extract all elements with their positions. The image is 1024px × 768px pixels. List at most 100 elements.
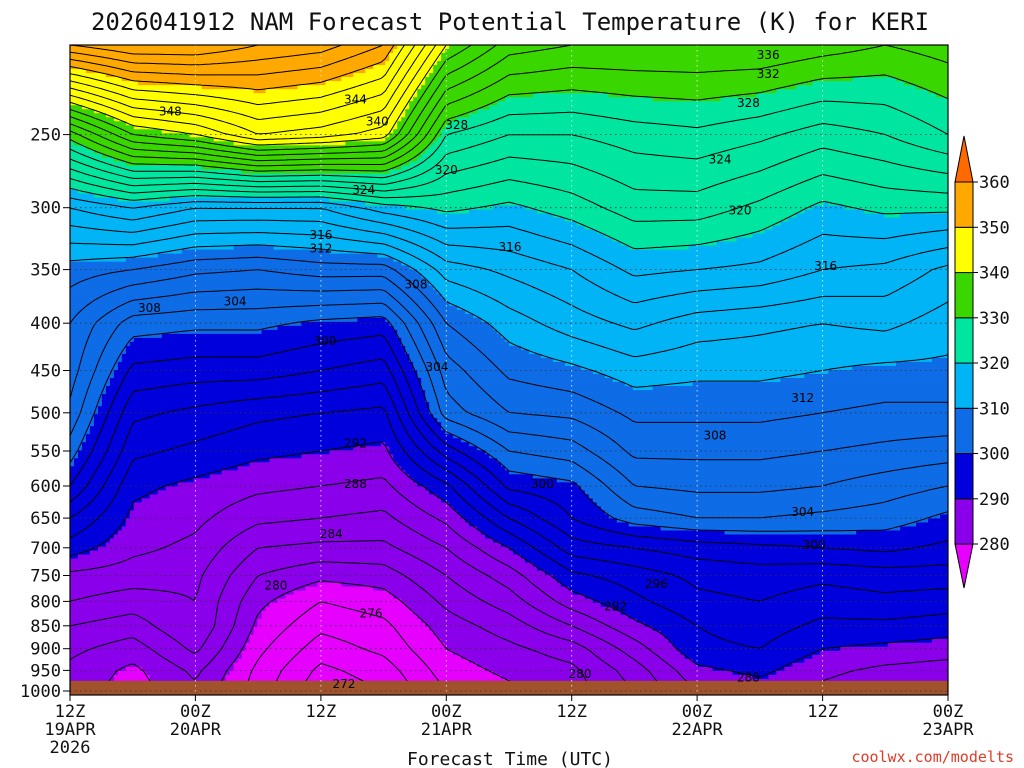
field-cell [169,197,331,203]
field-cell [70,349,127,355]
x-tick-label: 00Z [933,702,964,722]
field-cell [596,229,766,235]
field-cell [576,221,781,227]
field-cell [445,49,948,54]
field-cell [70,225,586,231]
contour-label: 312 [309,241,332,255]
isentrope-330 [70,74,948,172]
contour-label: 340 [366,115,389,129]
field-cell [141,498,442,504]
field-cell [608,93,758,98]
isentrope-290 [70,441,948,678]
field-cell [89,426,442,431]
field-cell [377,253,948,259]
field-cell [668,638,933,644]
field-cell [261,610,414,616]
field-cell [70,141,75,146]
field-cell [125,666,143,672]
isentrope-300 [70,316,948,532]
field-cell [588,494,948,499]
field-cell [70,510,131,516]
field-cell [70,646,247,652]
contour-label: 296 [645,577,668,591]
field-cell [788,217,948,223]
field-cell [125,522,470,528]
contour-label: 324 [709,153,732,167]
field-cell [433,141,948,146]
field-cell [117,365,414,371]
contour-label: 272 [332,677,355,691]
field-cell [421,386,634,391]
field-cell [417,614,630,620]
field-cell [329,249,948,255]
isentrope-336 [70,45,497,156]
field-cell [421,153,948,158]
field-cell [437,634,666,640]
field-cell [429,490,586,495]
field-cell [940,514,948,520]
field-cell [113,157,418,162]
field-cell [592,370,829,375]
isentrope-302 [70,302,948,519]
colorbar-label: 320 [979,354,1010,374]
field-cell [393,594,586,600]
field-cell [70,658,239,664]
field-cell [445,642,674,648]
contour-label: 304 [224,295,247,309]
field-cell [469,658,694,664]
field-cell [425,77,853,82]
field-cell [393,257,948,263]
field-cell [481,317,948,323]
field-cell [70,189,79,195]
field-cell [70,570,546,576]
field-cell [353,73,430,78]
field-cell [70,522,127,528]
field-cell [433,414,948,419]
isentrope-286 [70,509,667,695]
field-cell [261,329,398,335]
field-cell [628,522,917,528]
field-cell [117,530,482,536]
field-cell [417,93,534,98]
field-cell [70,81,139,86]
field-cell [453,434,948,439]
field-cell [620,610,948,616]
field-cell [70,69,87,74]
field-cell [888,642,948,648]
field-cell [70,277,426,283]
field-cell [676,646,841,652]
y-tick-label: 750 [30,567,61,587]
field-cell [73,462,251,467]
x-tick-label: 19APR [44,720,96,740]
field-cell [70,121,127,126]
contour-label: 300 [314,334,337,348]
field-cell [680,650,821,656]
field-cell [580,486,948,491]
field-cell [70,317,358,323]
field-cell [70,610,263,616]
field-cell [425,149,948,154]
field-cell [70,161,127,166]
field-cell [161,333,398,339]
contour-label: 300 [531,477,554,491]
field-cell [70,418,95,423]
field-cell [77,450,331,455]
colorbar-swatch [954,407,974,455]
isentrope-322 [70,174,948,222]
isentrope-284 [70,540,635,695]
field-cell [70,261,402,267]
field-cell [928,89,948,94]
field-cell [229,670,494,676]
field-cell [70,85,203,90]
field-cell [604,510,948,516]
field-cell [501,674,754,680]
field-cell [660,526,901,532]
isentrope-278 [243,601,448,695]
field-cell [536,209,805,215]
isentrope-346 [70,45,416,120]
field-cell [70,45,398,50]
field-cell [253,626,430,632]
field-cell [70,674,115,680]
